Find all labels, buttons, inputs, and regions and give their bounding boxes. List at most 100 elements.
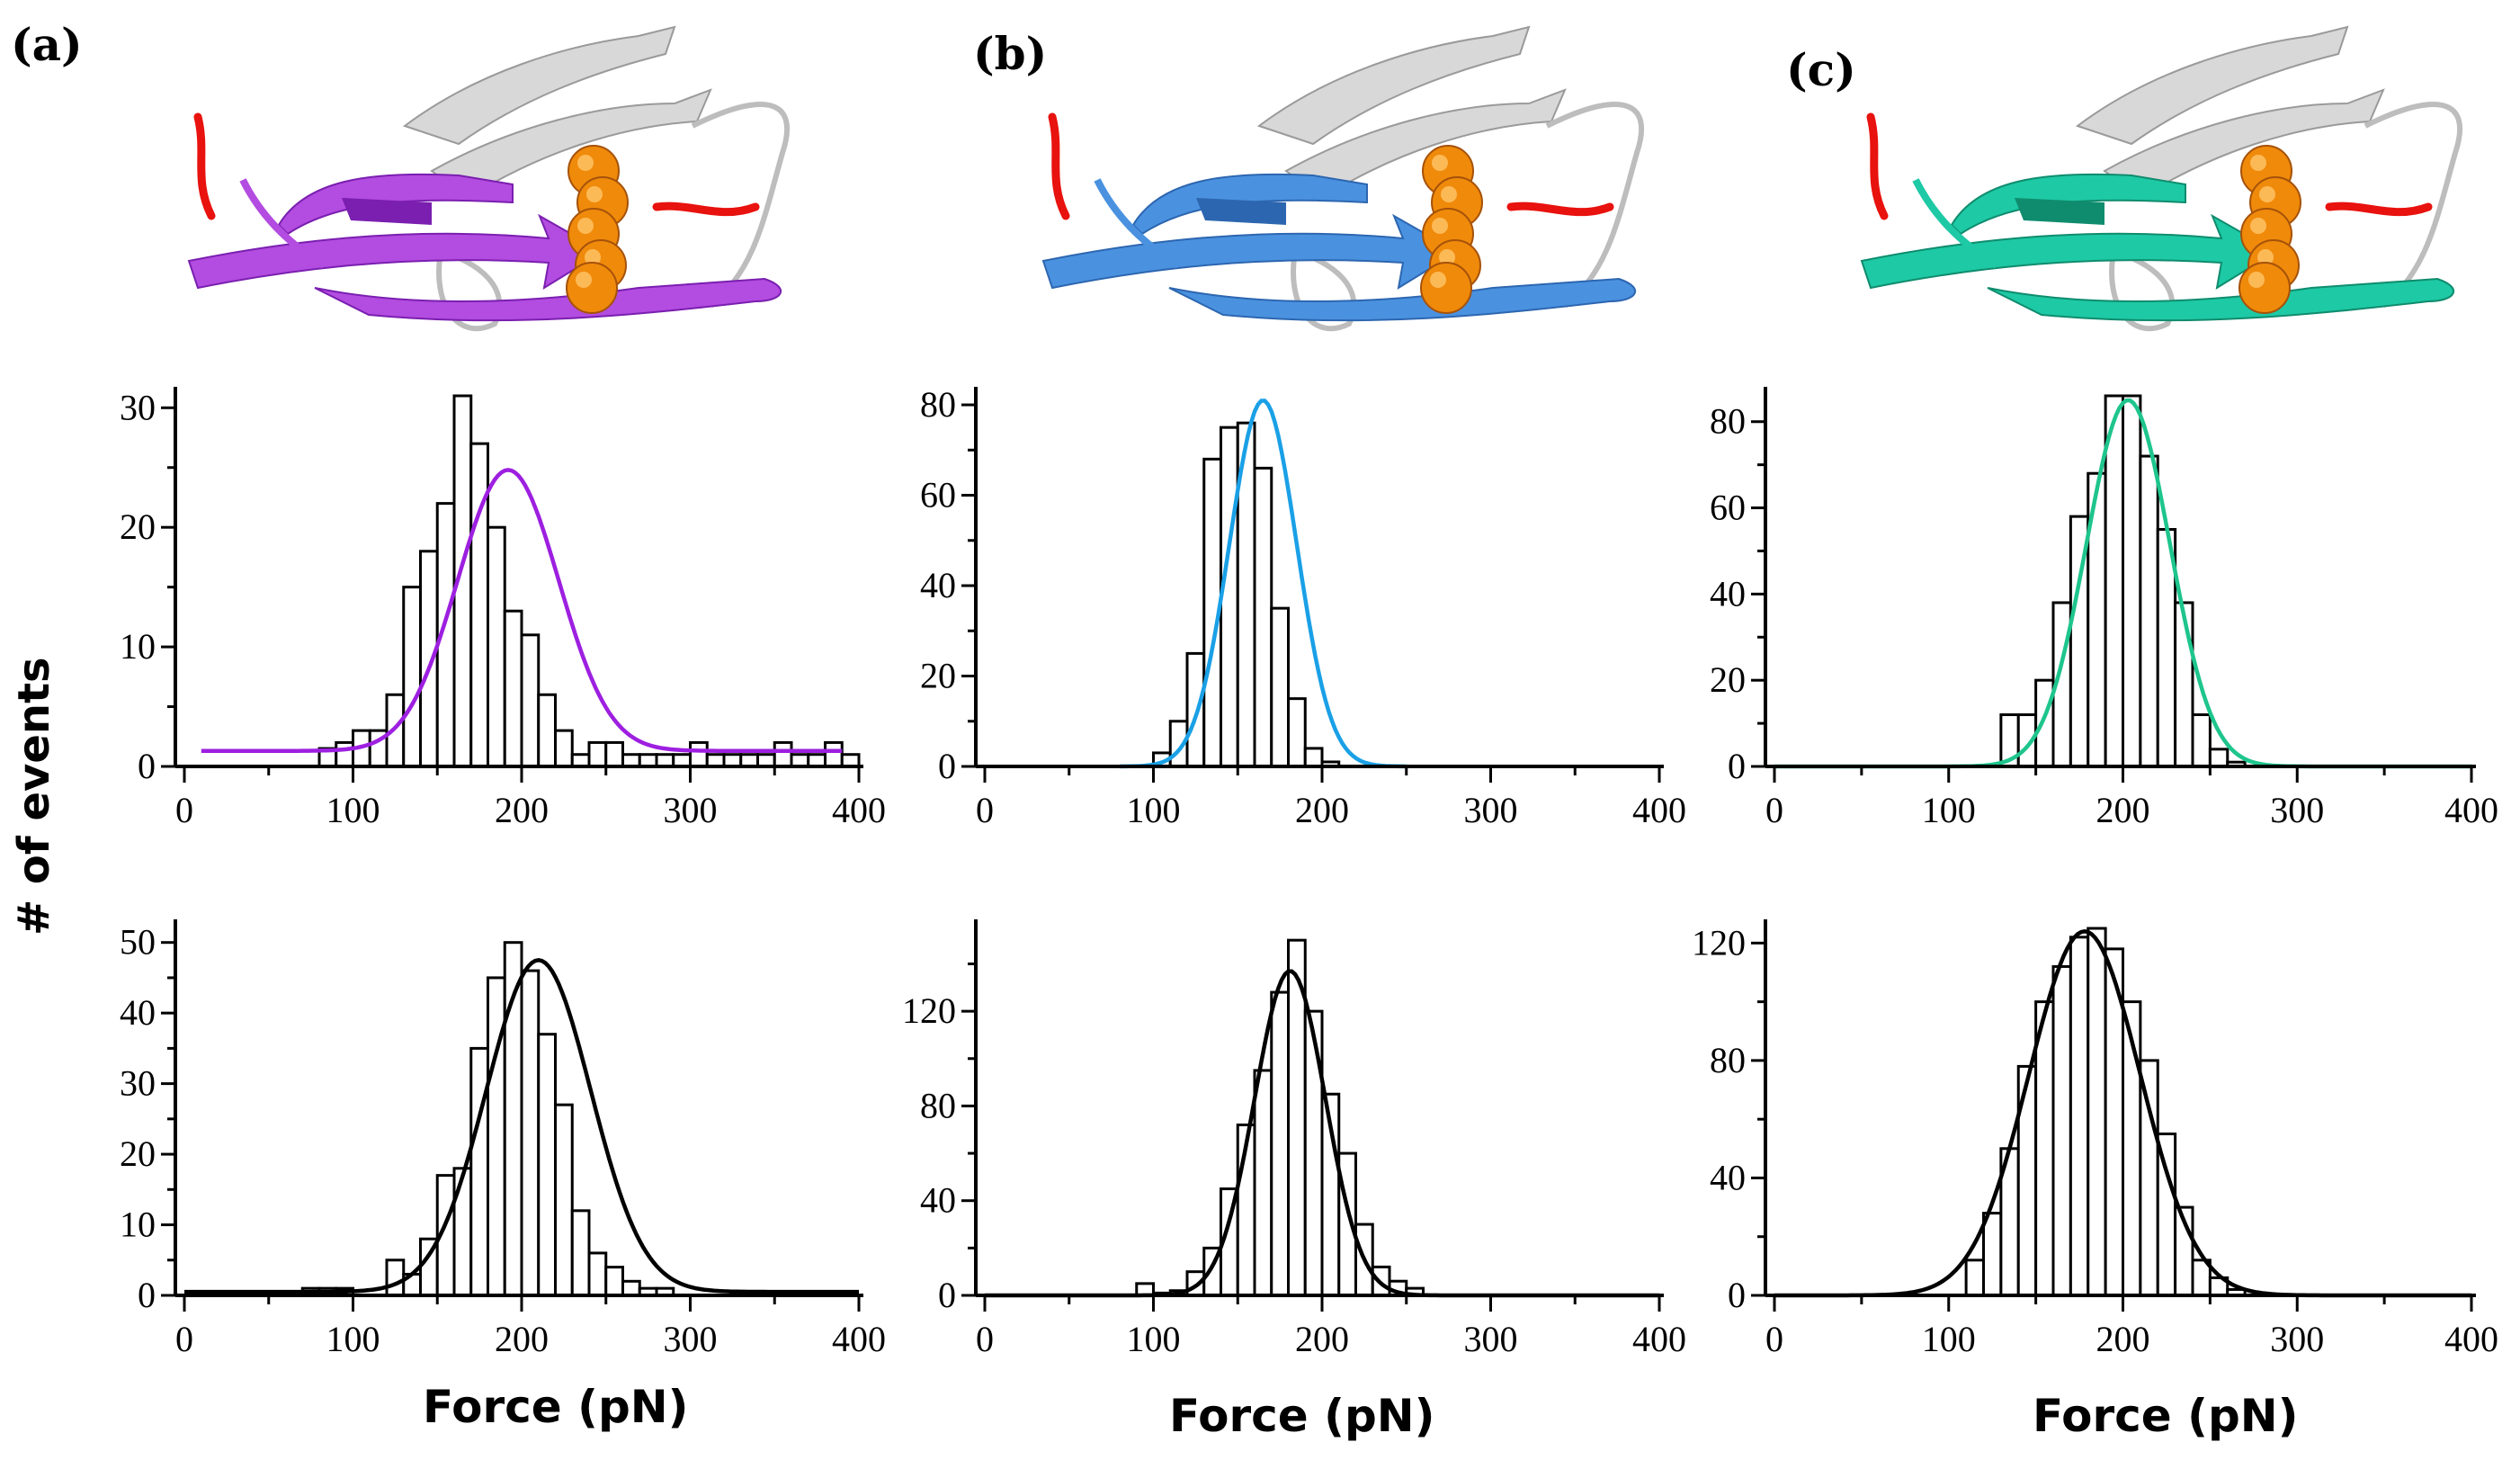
colored-strand — [277, 173, 514, 236]
x-axis-label-a: Force (pN) — [423, 1381, 689, 1433]
y-tick-label: 10 — [120, 1205, 156, 1245]
y-tick-label: 40 — [920, 1180, 956, 1221]
histogram-bar — [1270, 606, 1290, 768]
grey-strand — [1256, 25, 1531, 146]
gaussian-fit-line — [184, 957, 859, 1294]
gaussian-fit-line — [201, 468, 843, 753]
histogram-bar — [1287, 697, 1307, 768]
x-tick-label: 0 — [1765, 1319, 1783, 1359]
histogram-bar — [587, 1251, 608, 1297]
y-tick-label: 10 — [120, 626, 156, 667]
colored-strand — [314, 277, 782, 322]
histogram-bar — [554, 1103, 574, 1297]
x-tick-label: 0 — [1765, 790, 1783, 830]
histogram-bar — [537, 693, 557, 768]
terminus-n — [1866, 112, 1889, 220]
grey-loop — [1291, 249, 1357, 332]
histogram-bar — [1220, 425, 1239, 768]
x-tick-label: 200 — [495, 790, 549, 830]
panel-label-b: (b) — [973, 27, 1048, 80]
y-tick-label: 60 — [1710, 488, 1746, 528]
grey-loop — [2364, 102, 2462, 309]
x-tick-label: 100 — [1127, 1319, 1181, 1359]
gaussian-fit-line — [1119, 399, 1407, 769]
x-tick-label: 100 — [326, 790, 380, 830]
dark-strand-face — [2015, 198, 2104, 225]
histogram-bar — [385, 1258, 406, 1297]
chart-c-bottom: 0 100 200 300 400 0 40 80 120 — [1692, 919, 2498, 1359]
x-tick-label: 300 — [2270, 790, 2324, 830]
histogram-bar — [2208, 748, 2230, 768]
y-tick-label: 20 — [120, 506, 156, 547]
panel-label-c: (c) — [1786, 43, 1856, 96]
sphere-highlight — [2259, 186, 2275, 202]
structure-group — [187, 25, 790, 332]
y-tick-label: 20 — [920, 656, 956, 696]
histogram-bar — [520, 633, 541, 768]
sphere-highlight — [2250, 218, 2266, 234]
grey-loop — [1545, 102, 1644, 309]
sphere-highlight — [1441, 186, 1457, 202]
sphere-highlight — [1432, 155, 1448, 171]
x-tick-label: 400 — [1632, 1319, 1686, 1359]
y-tick-label: 0 — [138, 1275, 156, 1315]
histogram-bar — [2191, 713, 2212, 768]
grey-loop — [691, 102, 790, 309]
y-tick-label: 0 — [1728, 1275, 1746, 1315]
y-tick-label: 30 — [120, 1063, 156, 1104]
histogram-bar — [1270, 990, 1290, 1297]
x-tick-label: 200 — [1295, 1319, 1349, 1359]
histogram-bar — [1253, 466, 1273, 768]
x-tick-label: 100 — [326, 1319, 380, 1359]
y-tick-label: 80 — [920, 384, 956, 425]
histogram-bar — [1303, 1009, 1324, 1297]
y-tick-label: 0 — [938, 1275, 956, 1315]
y-tick-label: 120 — [902, 990, 956, 1031]
chart-c-top: 0 100 200 300 400 0 20 40 60 80 — [1710, 387, 2498, 830]
grey-strand — [1284, 88, 1567, 200]
y-tick-label: 0 — [1728, 746, 1746, 786]
y-tick-label: 80 — [1710, 1040, 1746, 1080]
x-tick-label: 400 — [1632, 790, 1686, 830]
x-tick-label: 300 — [664, 790, 718, 830]
x-tick-label: 300 — [1464, 1319, 1518, 1359]
x-tick-label: 100 — [1922, 1319, 1976, 1359]
terminus-c — [2325, 202, 2433, 217]
x-tick-label: 200 — [2096, 1319, 2150, 1359]
histogram-bar — [503, 609, 523, 768]
colored-loop — [1912, 178, 1999, 269]
sphere-highlight — [2257, 249, 2274, 265]
histogram-bar — [1185, 651, 1206, 768]
x-tick-label: 300 — [664, 1319, 718, 1359]
x-axis-label-c: Force (pN) — [2033, 1390, 2299, 1442]
x-tick-label: 200 — [2096, 790, 2150, 830]
histogram-bar — [469, 1046, 489, 1297]
x-tick-label: 300 — [2270, 1319, 2324, 1359]
grey-strand — [402, 25, 676, 146]
histogram-bar — [2034, 678, 2055, 768]
y-tick-label: 20 — [1710, 659, 1746, 700]
colored-strand — [1131, 173, 1368, 236]
histogram-bar — [2122, 394, 2142, 768]
structure-group — [1041, 25, 1644, 332]
colored-strand — [1168, 277, 1637, 322]
terminus-n — [193, 112, 216, 220]
x-tick-label: 0 — [976, 1319, 994, 1359]
y-tick-label: 30 — [120, 387, 156, 427]
y-tick-label: 40 — [1710, 573, 1746, 614]
protein-structure-b — [1041, 25, 1644, 332]
histogram-bar — [2051, 964, 2072, 1297]
histogram-bar — [2104, 394, 2124, 768]
grey-strand — [430, 88, 712, 200]
histogram-bar — [604, 740, 624, 768]
grey-loop — [436, 249, 503, 332]
histogram-bar — [689, 740, 709, 768]
protein-structure-a — [187, 25, 790, 332]
chart-b-top: 0 100 200 300 400 0 20 40 60 80 — [920, 384, 1686, 830]
histogram-bar — [587, 740, 608, 768]
structure-group — [1860, 25, 2462, 332]
colored-loop — [1094, 178, 1181, 269]
sphere-highlight — [2248, 272, 2265, 288]
grey-strand — [2075, 25, 2349, 146]
